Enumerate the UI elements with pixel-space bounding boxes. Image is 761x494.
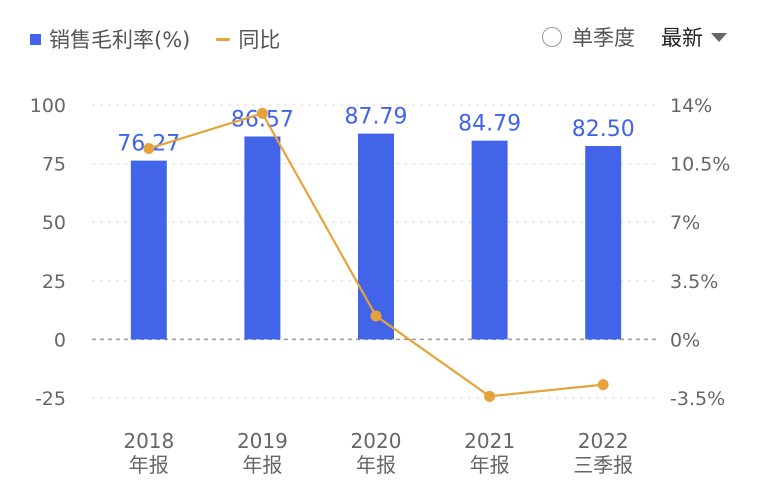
bar-value-label: 84.79 [458, 112, 521, 137]
x-tick-period: 年报 [242, 453, 282, 477]
yoy-point [143, 143, 155, 155]
bar [585, 146, 622, 340]
bar [471, 140, 508, 340]
x-tick-period: 年报 [470, 453, 510, 477]
y-left-tick-label: -25 [35, 388, 66, 410]
yoy-point [597, 379, 609, 391]
bar-swatch-icon [30, 33, 41, 45]
y-left-tick-label: 75 [42, 154, 66, 176]
chart-header: 销售毛利率(%) 同比 单季度 最新 [0, 0, 761, 80]
x-tick-period: 年报 [129, 453, 169, 477]
bar [130, 160, 167, 340]
y-right-tick-label: 3.5% [670, 271, 718, 293]
legend-label-yoy: 同比 [238, 28, 281, 52]
x-tick-year: 2018 [123, 429, 174, 453]
radio-icon[interactable] [542, 27, 562, 47]
period-dropdown-label: 最新 [661, 26, 703, 50]
yoy-point [370, 310, 382, 322]
legend-item-gross-margin[interactable]: 销售毛利率(%) [30, 24, 190, 54]
caret-down-icon [711, 32, 727, 42]
legend: 销售毛利率(%) 同比 [30, 24, 306, 54]
y-right-tick-label: 10.5% [670, 154, 730, 176]
y-left-tick-label: 100 [30, 95, 66, 117]
yoy-point [484, 390, 496, 402]
x-tick-year: 2019 [237, 429, 288, 453]
legend-item-yoy[interactable]: 同比 [216, 24, 280, 54]
legend-label-gross-margin: 销售毛利率(%) [49, 28, 191, 52]
y-right-tick-label: 14% [670, 95, 712, 117]
x-tick-year: 2022 [578, 429, 629, 453]
y-left-tick-label: 25 [42, 271, 66, 293]
y-right-tick-label: 0% [670, 329, 700, 351]
line-swatch-icon [216, 37, 231, 41]
bar-value-label: 87.79 [345, 105, 408, 130]
period-dropdown[interactable]: 最新 [661, 22, 727, 52]
x-tick-year: 2021 [464, 429, 515, 453]
x-tick-period: 三季报 [573, 453, 633, 477]
y-right-tick-label: 7% [670, 212, 700, 234]
y-left-tick-label: 50 [42, 212, 66, 234]
chart-controls: 单季度 最新 [542, 22, 727, 52]
bar [358, 133, 394, 340]
bar [244, 136, 281, 340]
x-tick-year: 2020 [351, 429, 402, 453]
y-right-tick-label: -3.5% [670, 388, 725, 410]
x-tick-period: 年报 [356, 453, 396, 477]
single-quarter-label: 单季度 [572, 26, 635, 50]
single-quarter-toggle[interactable]: 单季度 [542, 22, 635, 52]
yoy-point [256, 107, 268, 119]
y-left-tick-label: 0 [54, 329, 66, 351]
bar-value-label: 82.50 [572, 117, 635, 142]
